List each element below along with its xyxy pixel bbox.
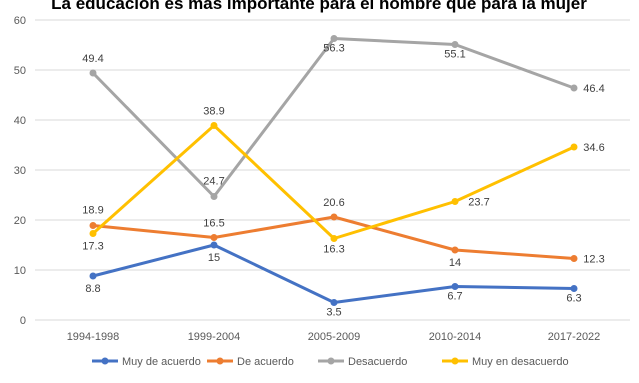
gridlines bbox=[35, 19, 630, 321]
data-labels: 8.8 15 3.5 6.7 6.3 18.9 16.5 20.6 14 12.3 49.4 24.7… bbox=[82, 43, 604, 319]
data-label: 46.4 bbox=[583, 83, 604, 95]
legend-marker bbox=[216, 357, 224, 365]
data-label: 18.9 bbox=[82, 205, 103, 217]
data-label: 49.4 bbox=[82, 53, 103, 65]
data-point bbox=[570, 285, 578, 292]
data-point bbox=[570, 255, 578, 262]
data-point bbox=[210, 234, 218, 241]
legend-item: Muy de acuerdo bbox=[92, 356, 201, 368]
data-point bbox=[451, 246, 459, 254]
series-group bbox=[89, 35, 578, 306]
data-point bbox=[89, 222, 97, 229]
data-point bbox=[89, 230, 97, 237]
data-point bbox=[570, 84, 578, 92]
data-point bbox=[451, 41, 459, 48]
chart-title: La educación es más importante para el h… bbox=[51, 0, 587, 13]
data-label: 15 bbox=[208, 252, 220, 264]
y-tick-label: 10 bbox=[14, 265, 26, 277]
legend-item: Muy en desacuerdo bbox=[442, 356, 569, 368]
data-point bbox=[89, 272, 97, 280]
x-tick-label: 1994-1998 bbox=[67, 331, 120, 343]
data-label: 12.3 bbox=[583, 254, 604, 266]
data-label: 24.7 bbox=[203, 176, 224, 188]
data-point bbox=[451, 283, 459, 290]
legend: Muy de acuerdo De acuerdo Desacuerdo Muy en… bbox=[92, 356, 569, 368]
data-label: 3.5 bbox=[326, 307, 341, 319]
data-label: 17.3 bbox=[82, 241, 103, 253]
y-tick-label: 50 bbox=[14, 65, 26, 77]
legend-marker bbox=[451, 357, 459, 365]
y-tick-label: 30 bbox=[14, 165, 26, 177]
legend-label: Desacuerdo bbox=[348, 356, 407, 368]
data-label: 8.8 bbox=[85, 283, 100, 295]
data-label: 6.7 bbox=[447, 291, 462, 303]
series-line bbox=[91, 37, 576, 198]
legend-label: De acuerdo bbox=[237, 356, 294, 368]
y-tick-label: 20 bbox=[14, 215, 26, 227]
data-label: 56.3 bbox=[323, 43, 344, 55]
y-tick-label: 0 bbox=[20, 315, 26, 327]
data-point bbox=[451, 198, 459, 205]
series-de-acuerdo bbox=[89, 213, 578, 262]
data-label: 20.6 bbox=[323, 197, 344, 209]
legend-marker bbox=[101, 357, 109, 365]
y-tick-label: 60 bbox=[14, 15, 26, 27]
data-label: 34.6 bbox=[583, 142, 604, 154]
data-label: 55.1 bbox=[444, 49, 465, 61]
series-line bbox=[91, 124, 576, 240]
data-point bbox=[210, 193, 218, 200]
x-tick-label: 2005-2009 bbox=[308, 331, 361, 343]
data-label: 38.9 bbox=[203, 106, 224, 118]
series-muy-de-acuerdo bbox=[89, 241, 578, 306]
data-point bbox=[330, 299, 338, 306]
series-desacuerdo bbox=[89, 35, 578, 200]
data-point bbox=[89, 69, 97, 77]
data-point bbox=[330, 235, 338, 242]
data-point bbox=[330, 35, 338, 42]
data-label: 16.5 bbox=[203, 218, 224, 230]
x-axis-ticks: 1994-1998 1999-2004 2005-2009 2010-2014 2017… bbox=[67, 331, 601, 343]
legend-label: Muy en desacuerdo bbox=[472, 356, 569, 368]
x-tick-label: 2017-2022 bbox=[548, 331, 601, 343]
data-point bbox=[210, 241, 218, 249]
legend-marker bbox=[327, 357, 335, 365]
data-label: 16.3 bbox=[323, 244, 344, 256]
series-muy-en-desacuerdo bbox=[89, 122, 578, 242]
y-axis-ticks: 0 10 20 30 40 50 60 bbox=[14, 15, 26, 327]
legend-label: Muy de acuerdo bbox=[122, 356, 201, 368]
legend-item: Desacuerdo bbox=[318, 356, 407, 368]
data-point bbox=[210, 122, 218, 129]
data-label: 23.7 bbox=[468, 197, 489, 209]
data-point bbox=[570, 143, 578, 151]
data-point bbox=[330, 213, 338, 221]
legend-item: De acuerdo bbox=[207, 356, 294, 368]
x-tick-label: 2010-2014 bbox=[429, 331, 482, 343]
x-tick-label: 1999-2004 bbox=[188, 331, 241, 343]
y-tick-label: 40 bbox=[14, 115, 26, 127]
data-label: 14 bbox=[449, 257, 461, 269]
data-label: 6.3 bbox=[566, 293, 581, 305]
